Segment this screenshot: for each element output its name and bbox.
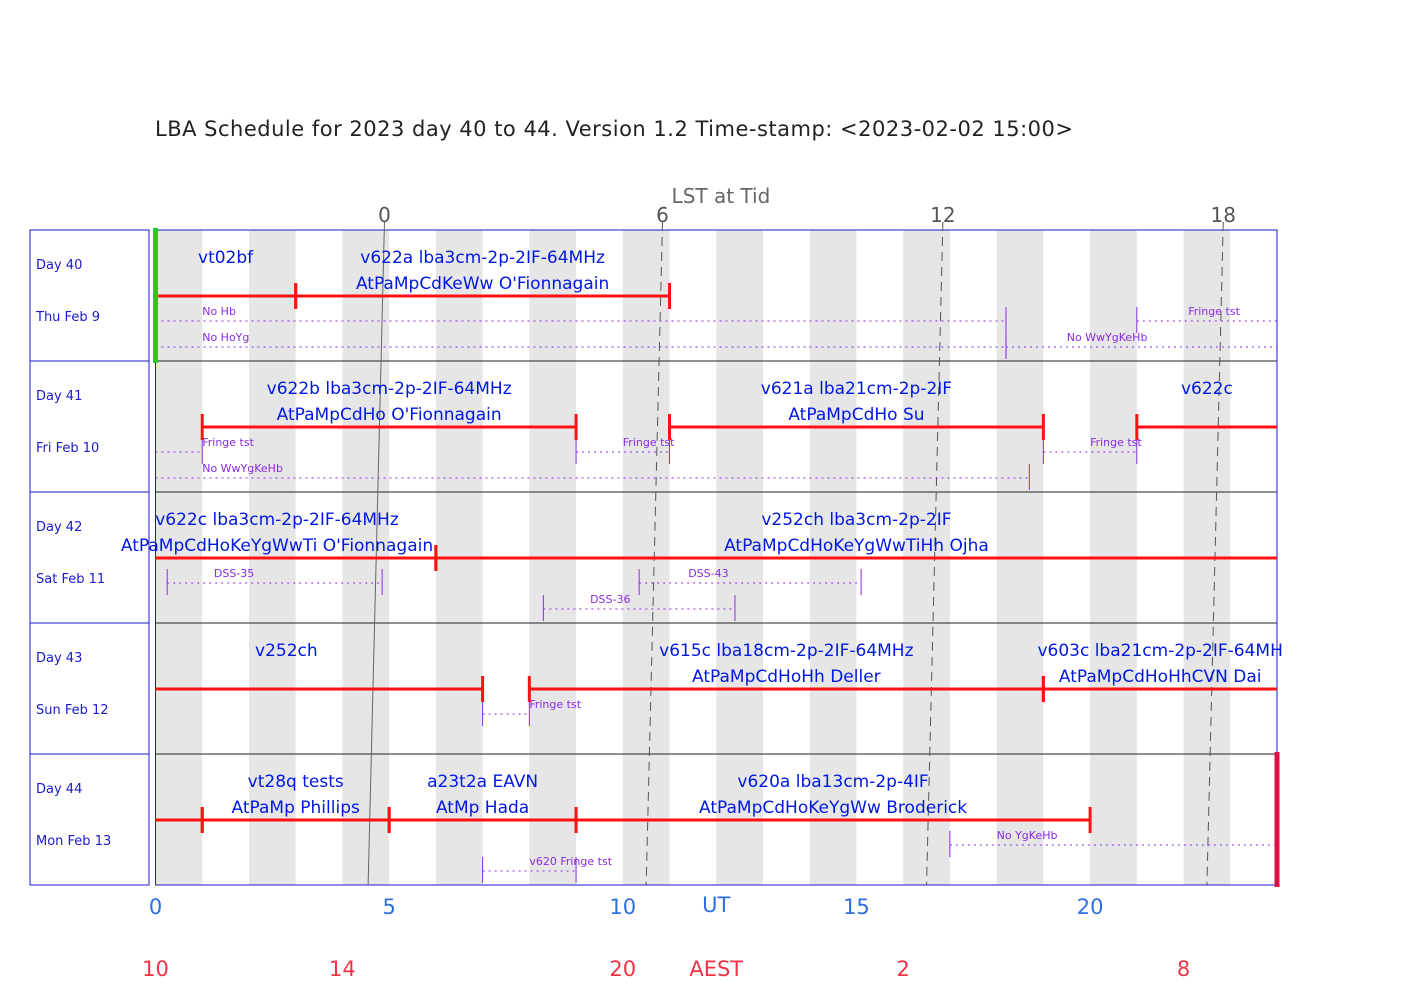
note-label: Fringe tst bbox=[1188, 305, 1240, 318]
observation-stations-label: AtPaMpCdKeWw O'Fionnagain bbox=[356, 274, 609, 294]
observation-bars bbox=[153, 228, 1280, 887]
day-number-label: Day 44 bbox=[36, 782, 82, 797]
day-number-label: Day 43 bbox=[36, 651, 82, 666]
observation-stations-label: AtPaMpCdHoKeYgWw Broderick bbox=[699, 798, 967, 818]
lst-lines bbox=[367, 221, 1224, 886]
day-header-cell bbox=[29, 622, 150, 755]
ut-tick-label: 0 bbox=[149, 895, 162, 919]
aest-tick-label: 14 bbox=[329, 957, 356, 981]
note-label: DSS-35 bbox=[214, 567, 254, 580]
ut-tick-label: 20 bbox=[1077, 895, 1104, 919]
observation-labels: vt02bf v622a lba3cm-2p-2IF-64MHz AtPaMpCdK… bbox=[121, 248, 1283, 818]
lst-axis-title: LST at Tid bbox=[672, 184, 771, 208]
note-label: v620 Fringe tst bbox=[529, 855, 612, 868]
note-label: Fringe tst bbox=[623, 436, 675, 449]
observation-label: v622b lba3cm-2p-2IF-64MHz bbox=[267, 379, 512, 399]
day-header-cell bbox=[29, 360, 150, 493]
observation-label: v615c lba18cm-2p-2IF-64MHz bbox=[659, 641, 913, 661]
observation-label: vt28q tests bbox=[248, 772, 344, 792]
lst-line bbox=[926, 221, 944, 886]
day-number-label: Day 42 bbox=[36, 520, 82, 535]
observation-stations-label: AtPaMpCdHoHhCVN Dai bbox=[1059, 667, 1262, 687]
observation-stations-label: AtPaMpCdHoHh Deller bbox=[692, 667, 881, 687]
observation-stations-label: AtPaMpCdHoKeYgWwTi O'Fionnagain bbox=[121, 536, 433, 556]
ut-tick-label: 5 bbox=[382, 895, 395, 919]
note-label: Fringe tst bbox=[202, 436, 254, 449]
observation-stations-label: AtPaMpCdHoKeYgWwTiHh Ojha bbox=[724, 536, 989, 556]
lst-line bbox=[645, 221, 664, 886]
observation-stations-label: AtPaMp Phillips bbox=[232, 798, 360, 818]
observation-label: v252ch lba3cm-2p-2IF bbox=[761, 510, 951, 530]
day-header-cell bbox=[29, 753, 150, 886]
day-number-label: Day 41 bbox=[36, 389, 82, 404]
observation-stations-label: AtMp Hada bbox=[436, 798, 529, 818]
note-label: No Hb bbox=[202, 305, 236, 318]
observation-label: v621a lba21cm-2p-2IF bbox=[761, 379, 952, 399]
lst-tick-label: 0 bbox=[378, 203, 391, 227]
note-label: DSS-36 bbox=[590, 593, 630, 606]
observation-label: v622a lba3cm-2p-2IF-64MHz bbox=[360, 248, 605, 268]
axes: 0 6 12 18 LST at Tid 0 5 10 15 20 UT 10 14 20 2 8 AEST bbox=[142, 184, 1236, 981]
observation-label: v252ch bbox=[255, 641, 318, 661]
chart-title: LBA Schedule for 2023 day 40 to 44. Vers… bbox=[155, 117, 1073, 141]
lst-tick-label: 6 bbox=[656, 203, 669, 227]
day-date-label: Sun Feb 12 bbox=[36, 703, 109, 718]
note-label: Fringe tst bbox=[529, 698, 581, 711]
observation-label: vt02bf bbox=[198, 248, 254, 268]
observation-label: v622c bbox=[1181, 379, 1233, 399]
notes-layer: No Hb Fringe tst No HoYg No WwYgKeHb Fringe … bbox=[155, 305, 1277, 883]
note-label: Fringe tst bbox=[1090, 436, 1142, 449]
observation-stations-label: AtPaMpCdHo O'Fionnagain bbox=[277, 405, 502, 425]
observation-label: v603c lba21cm-2p-2IF-64MH bbox=[1037, 641, 1282, 661]
aest-tick-label: 20 bbox=[609, 957, 636, 981]
day-date-label: Mon Feb 13 bbox=[36, 834, 111, 849]
observation-stations-label: AtPaMpCdHo Su bbox=[788, 405, 924, 425]
day-date-label: Thu Feb 9 bbox=[35, 310, 100, 325]
note-label: No WwYgKeHb bbox=[1067, 331, 1148, 344]
day-number-label: Day 40 bbox=[36, 258, 82, 273]
observation-label: a23t2a EAVN bbox=[427, 772, 538, 792]
day-header-cell bbox=[29, 229, 150, 362]
aest-tick-label: 10 bbox=[142, 957, 169, 981]
note-label: DSS-43 bbox=[688, 567, 728, 580]
lst-line bbox=[367, 221, 385, 886]
observation-label: v620a lba13cm-2p-4IF bbox=[737, 772, 928, 792]
note-label: No YgKeHb bbox=[997, 829, 1058, 842]
lst-tick-label: 12 bbox=[930, 203, 955, 227]
aest-tick-label: 8 bbox=[1177, 957, 1190, 981]
day-date-label: Fri Feb 10 bbox=[36, 441, 99, 456]
ut-tick-label: 10 bbox=[609, 895, 636, 919]
ut-axis-title: UT bbox=[702, 893, 730, 917]
note-label: No HoYg bbox=[202, 331, 249, 344]
lst-line bbox=[1206, 221, 1224, 886]
ut-tick-label: 15 bbox=[843, 895, 870, 919]
aest-axis-title: AEST bbox=[689, 957, 743, 981]
observation-label: v622c lba3cm-2p-2IF-64MHz bbox=[155, 510, 399, 530]
aest-tick-label: 2 bbox=[896, 957, 909, 981]
day-header-cell bbox=[29, 491, 150, 624]
day-date-label: Sat Feb 11 bbox=[36, 572, 105, 587]
lst-tick-label: 18 bbox=[1211, 203, 1236, 227]
note-label: No WwYgKeHb bbox=[202, 462, 283, 475]
